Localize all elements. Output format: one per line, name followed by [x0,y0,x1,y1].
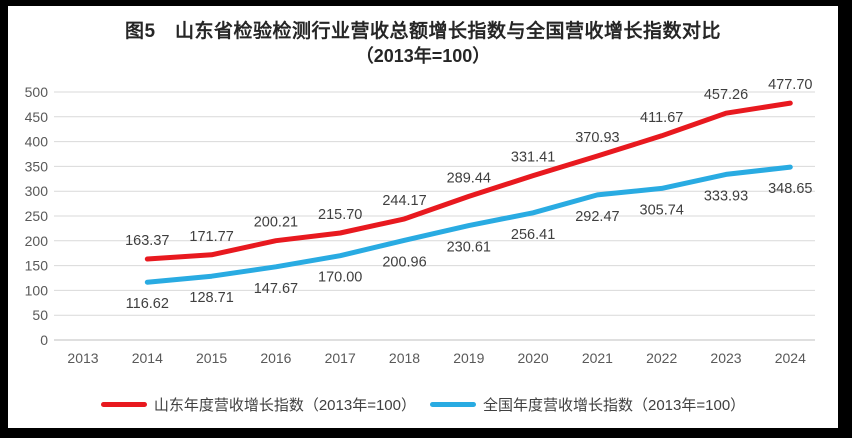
series-line-0 [144,100,793,262]
legend-line-swatch-blue [430,402,476,407]
x-tick-label-2024: 2024 [775,350,806,366]
y-tick-label-100: 100 [25,282,49,298]
x-tick-label-2023: 2023 [710,350,741,366]
value-label-0-2024: 477.70 [768,77,812,93]
value-label-1-2015: 128.71 [189,290,233,306]
y-tick-label-300: 300 [25,183,49,199]
y-tick-label-450: 450 [25,109,49,125]
chart-canvas: 图5 山东省检验检测行业营收总额增长指数与全国营收增长指数对比 （2013年=1… [8,6,838,428]
value-label-1-2019: 230.61 [447,240,491,256]
x-tick-label-2018: 2018 [389,350,420,366]
chart-title-line2: （2013年=100） [355,46,491,66]
chart-title-line1: 图5 山东省检验检测行业营收总额增长指数与全国营收增长指数对比 [124,21,722,42]
value-label-1-2024: 348.65 [768,181,812,197]
value-label-0-2014: 163.37 [125,233,169,249]
line-chart-plot-area: 0 50 100 150 200 250 300 350 400 450 500 2013 2014 20… [25,77,815,366]
series-line-1 [144,164,793,285]
value-label-0-2021: 370.93 [575,130,619,146]
x-tick-label-2016: 2016 [260,350,291,366]
value-label-1-2016: 147.67 [254,281,298,297]
y-tick-label-50: 50 [32,307,48,323]
y-tick-label-500: 500 [25,84,49,100]
value-label-1-2022: 305.74 [640,202,684,218]
y-tick-label-400: 400 [25,134,49,150]
x-tick-label-2020: 2020 [518,350,549,366]
value-label-1-2023: 333.93 [704,188,748,204]
x-tick-label-2015: 2015 [196,350,227,366]
value-label-0-2015: 171.77 [189,229,233,245]
legend-label-shandong: 山东年度营收增长指数（2013年=100） [153,397,416,414]
x-tick-label-2017: 2017 [325,350,356,366]
x-tick-label-2013: 2013 [67,350,98,366]
y-tick-label-200: 200 [25,233,49,249]
y-tick-label-0: 0 [40,332,48,348]
value-label-0-2023: 457.26 [704,87,748,103]
legend-label-national: 全国年度营收增长指数（2013年=100） [483,397,746,414]
y-tick-label-350: 350 [25,158,49,174]
legend-line-swatch-red [100,402,147,407]
value-label-1-2018: 200.96 [382,254,426,270]
value-label-1-2020: 256.41 [511,227,555,243]
x-tick-label-2021: 2021 [582,350,613,366]
value-label-0-2020: 331.41 [511,150,555,166]
chart-legend: 山东年度营收增长指数（2013年=100） 全国年度营收增长指数（2013年=1… [8,394,838,415]
x-tick-label-2022: 2022 [646,350,677,366]
y-tick-label-250: 250 [25,208,49,224]
chart-title: 图5 山东省检验检测行业营收总额增长指数与全国营收增长指数对比 （2013年=1… [8,19,838,68]
x-tick-label-2019: 2019 [453,350,484,366]
value-label-0-2019: 289.44 [447,170,491,186]
y-tick-label-150: 150 [25,258,49,274]
legend-item-shandong: 山东年度营收增长指数（2013年=100） [100,394,416,415]
value-label-1-2014: 116.62 [126,296,169,312]
value-label-1-2017: 170.00 [318,270,362,286]
value-label-1-2021: 292.47 [575,209,619,225]
value-label-0-2017: 215.70 [318,207,362,223]
value-label-0-2016: 200.21 [254,215,298,231]
legend-item-national: 全国年度营收增长指数（2013年=100） [430,394,745,415]
value-label-0-2022: 411.67 [640,110,683,126]
x-tick-label-2014: 2014 [132,350,163,366]
value-label-0-2018: 244.17 [382,193,426,209]
